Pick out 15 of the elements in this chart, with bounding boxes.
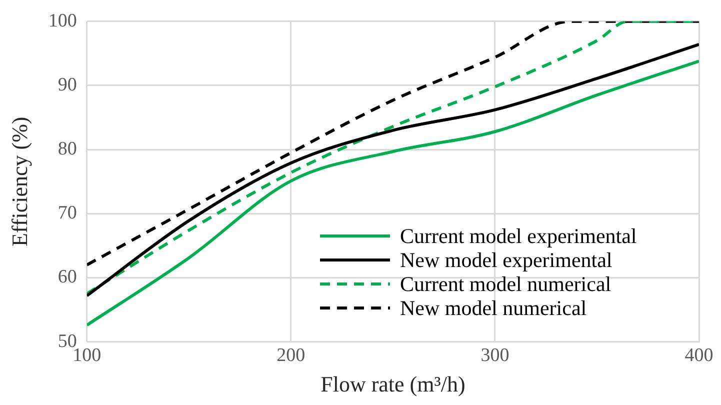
y-tick-label: 100 <box>48 10 77 32</box>
legend-label: Current model experimental <box>400 224 637 248</box>
y-tick-label: 70 <box>58 202 77 224</box>
x-tick-label: 300 <box>480 345 510 366</box>
legend-label: Current model numerical <box>400 272 612 296</box>
y-tick-label: 60 <box>58 266 77 288</box>
legend-label: New model experimental <box>400 248 612 272</box>
line-series <box>86 60 699 327</box>
y-tick-label: 90 <box>58 74 77 96</box>
x-tick-label: 400 <box>684 345 714 366</box>
x-axis-title: Flow rate (m³/h) <box>320 372 466 397</box>
y-axis-title: Efficiency (%) <box>6 116 32 246</box>
x-tick-label: 200 <box>276 345 306 366</box>
y-tick-label: 80 <box>58 138 77 160</box>
legend-label: New model numerical <box>400 296 587 320</box>
